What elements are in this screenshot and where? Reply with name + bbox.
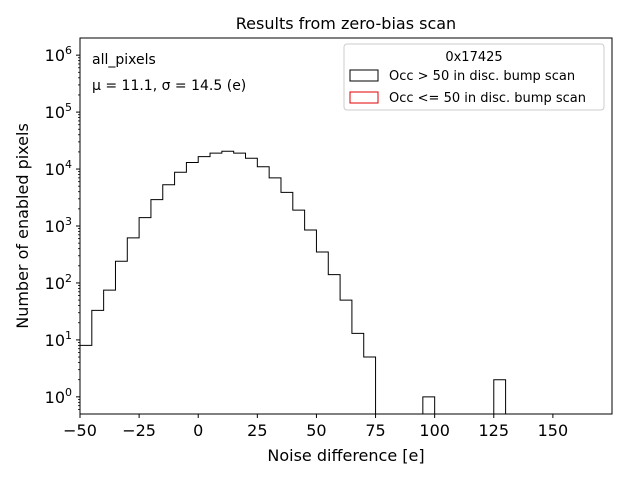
histogram-bin xyxy=(340,300,352,414)
histogram-bin xyxy=(293,210,305,414)
legend-title: 0x17425 xyxy=(445,50,502,65)
histogram-bin xyxy=(423,397,435,414)
y-tick-label: 102 xyxy=(45,272,72,293)
histogram-bin xyxy=(246,158,258,414)
x-axis-ticks: −50 −25 0 25 50 75 100 125 150 xyxy=(63,414,568,440)
legend: 0x17425 Occ > 50 in disc. bump scan Occ … xyxy=(343,43,605,111)
histogram-bin xyxy=(104,290,116,414)
histogram-step-series-0 xyxy=(79,150,377,414)
legend-box xyxy=(343,43,605,111)
x-tick-label: 25 xyxy=(247,421,267,440)
plot-area xyxy=(79,150,507,414)
y-axis-label: Number of enabled pixels xyxy=(13,123,32,329)
axes-frame xyxy=(79,37,613,415)
histogram-bin xyxy=(186,163,198,414)
histogram-bin xyxy=(269,178,281,414)
x-tick-label: 100 xyxy=(419,421,450,440)
legend-swatch-occ-le-50 xyxy=(349,91,379,104)
histogram-step-series-0 xyxy=(493,379,507,414)
y-axis-ticks: 100 101 102 103 104 105 106 xyxy=(45,44,80,410)
histogram-bin xyxy=(257,167,269,414)
histogram-bin xyxy=(210,153,222,414)
y-tick-label: 105 xyxy=(45,101,72,122)
annotation-group-label: all_pixels xyxy=(92,52,156,68)
annotation-stats-label: μ = 11.1, σ = 14.5 (e) xyxy=(92,78,246,94)
legend-swatch-occ-gt-50 xyxy=(349,69,379,82)
histogram-bin xyxy=(198,157,210,414)
histogram-bin xyxy=(305,230,317,414)
x-tick-label: 0 xyxy=(193,421,203,440)
x-tick-label: 125 xyxy=(479,421,510,440)
histogram-bin xyxy=(281,192,293,414)
x-tick-label: −50 xyxy=(63,421,97,440)
chart-title: Results from zero-bias scan xyxy=(236,14,456,33)
histogram-bin xyxy=(234,153,246,414)
y-tick-label: 101 xyxy=(45,329,72,350)
x-tick-label: −25 xyxy=(122,421,156,440)
x-tick-label: 50 xyxy=(306,421,326,440)
x-axis-label: Noise difference [e] xyxy=(267,446,424,465)
histogram-bin xyxy=(175,172,187,414)
histogram-bin xyxy=(163,185,175,414)
histogram-step-series-0 xyxy=(422,396,436,414)
y-tick-label: 104 xyxy=(45,158,72,179)
histogram-bin xyxy=(80,345,92,414)
y-tick-label: 100 xyxy=(45,386,72,407)
y-tick-label: 103 xyxy=(45,215,72,236)
histogram-bin xyxy=(352,333,364,414)
histogram-bin xyxy=(364,357,376,414)
histogram-bin xyxy=(151,200,163,414)
y-tick-label: 106 xyxy=(45,44,72,65)
legend-label-occ-gt-50: Occ > 50 in disc. bump scan xyxy=(389,69,575,84)
histogram-bin xyxy=(127,238,139,414)
histogram-bin xyxy=(139,218,151,414)
histogram-bin xyxy=(222,151,234,414)
histogram-bin xyxy=(328,275,340,414)
histogram-bin xyxy=(494,380,506,414)
legend-label-occ-le-50: Occ <= 50 in disc. bump scan xyxy=(389,91,586,106)
histogram-bin xyxy=(316,252,328,414)
x-tick-label: 150 xyxy=(538,421,569,440)
x-tick-label: 75 xyxy=(365,421,385,440)
histogram-bin xyxy=(115,261,127,414)
histogram-bin xyxy=(92,310,104,414)
